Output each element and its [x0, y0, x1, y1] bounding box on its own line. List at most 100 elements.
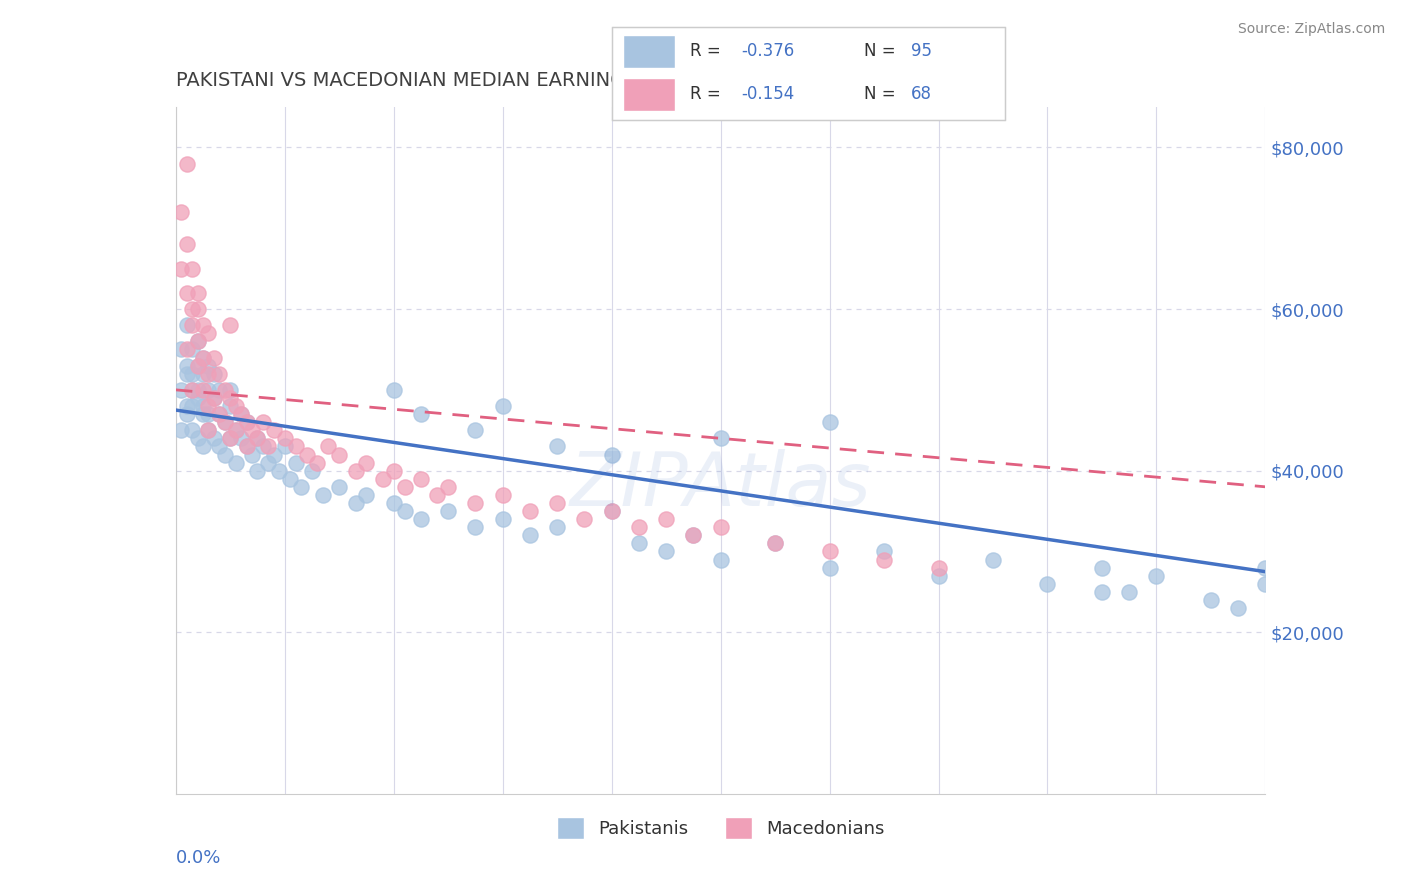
Point: [1091, 585, 1114, 599]
Point: [519, 528, 541, 542]
Point: [176, 318, 198, 333]
Point: [627, 520, 650, 534]
Point: [464, 423, 486, 437]
Point: [208, 367, 231, 381]
Point: [186, 359, 209, 373]
Point: [301, 464, 323, 478]
Point: [202, 367, 225, 381]
Point: [186, 285, 209, 300]
Point: [655, 544, 678, 558]
Point: [219, 391, 242, 405]
Point: [235, 439, 257, 453]
Point: [235, 415, 257, 429]
Point: [1091, 560, 1114, 574]
Point: [176, 407, 198, 421]
Point: [928, 560, 950, 574]
Point: [197, 359, 219, 373]
Point: [356, 456, 378, 470]
Point: [197, 423, 219, 437]
Point: [600, 504, 623, 518]
Point: [197, 367, 219, 381]
Point: [655, 512, 678, 526]
Point: [191, 351, 214, 365]
Point: [208, 407, 231, 421]
Point: [202, 391, 225, 405]
Point: [371, 472, 394, 486]
Point: [382, 464, 405, 478]
Point: [382, 383, 405, 397]
Point: [928, 568, 950, 582]
Point: [284, 439, 307, 453]
Point: [191, 399, 214, 413]
Point: [197, 326, 219, 341]
Point: [710, 552, 733, 566]
Point: [170, 423, 193, 437]
Point: [219, 431, 242, 445]
Point: [214, 415, 236, 429]
Point: [1227, 601, 1250, 615]
Point: [225, 423, 247, 437]
Point: [818, 544, 841, 558]
Point: [176, 359, 198, 373]
Point: [426, 488, 449, 502]
Point: [257, 456, 280, 470]
Point: [710, 520, 733, 534]
Point: [382, 496, 405, 510]
Text: N =: N =: [863, 42, 900, 60]
Point: [170, 343, 193, 357]
Point: [546, 496, 568, 510]
Point: [519, 504, 541, 518]
Point: [181, 318, 204, 333]
Point: [181, 399, 204, 413]
Text: PAKISTANI VS MACEDONIAN MEDIAN EARNINGS CORRELATION CHART: PAKISTANI VS MACEDONIAN MEDIAN EARNINGS …: [176, 71, 855, 90]
Point: [191, 439, 214, 453]
Point: [186, 359, 209, 373]
Point: [873, 544, 896, 558]
Point: [437, 480, 460, 494]
Point: [186, 334, 209, 349]
Point: [409, 472, 432, 486]
Point: [181, 301, 204, 316]
Point: [202, 391, 225, 405]
Point: [263, 448, 285, 462]
Point: [307, 456, 329, 470]
Point: [492, 512, 515, 526]
Point: [191, 383, 214, 397]
Point: [219, 399, 242, 413]
Point: [208, 439, 231, 453]
Point: [600, 448, 623, 462]
Point: [981, 552, 1004, 566]
Point: [394, 504, 416, 518]
Point: [344, 496, 367, 510]
Point: [235, 415, 257, 429]
Point: [214, 383, 236, 397]
Point: [1254, 576, 1277, 591]
Point: [197, 383, 219, 397]
Text: 0.0%: 0.0%: [176, 849, 221, 867]
Point: [176, 285, 198, 300]
Point: [240, 423, 263, 437]
Text: ZIPAtlas: ZIPAtlas: [569, 449, 872, 521]
Point: [290, 480, 312, 494]
Text: Source: ZipAtlas.com: Source: ZipAtlas.com: [1237, 22, 1385, 37]
Point: [225, 456, 247, 470]
Point: [170, 383, 193, 397]
Point: [546, 520, 568, 534]
Point: [181, 423, 204, 437]
Point: [231, 431, 253, 445]
Point: [246, 431, 269, 445]
Point: [176, 156, 198, 170]
Point: [627, 536, 650, 550]
Bar: [623, 78, 675, 111]
Point: [235, 439, 257, 453]
Point: [219, 318, 242, 333]
Point: [1254, 560, 1277, 574]
Point: [682, 528, 704, 542]
Point: [818, 415, 841, 429]
Text: 68: 68: [911, 86, 932, 103]
Point: [328, 480, 350, 494]
Point: [246, 431, 269, 445]
Point: [214, 448, 236, 462]
Point: [181, 343, 204, 357]
Point: [763, 536, 786, 550]
